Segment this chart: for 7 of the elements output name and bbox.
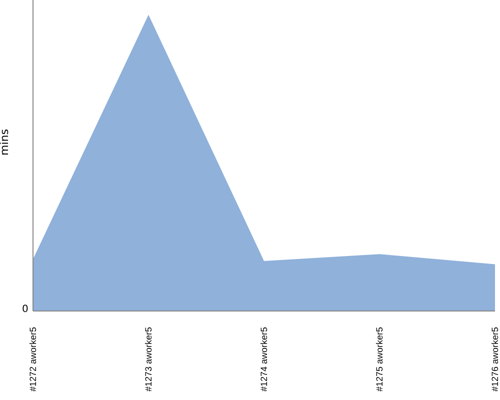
x-tick-label: #1276 aworker5 bbox=[490, 327, 500, 392]
x-tick-label: #1274 aworker5 bbox=[259, 327, 269, 392]
x-tick-label: #1272 aworker5 bbox=[28, 327, 38, 392]
x-tick-label: #1273 aworker5 bbox=[144, 327, 154, 392]
y-axis-title: mins bbox=[0, 128, 11, 156]
x-tick-label: #1275 aworker5 bbox=[374, 327, 384, 392]
text: 0 bbox=[22, 304, 28, 316]
